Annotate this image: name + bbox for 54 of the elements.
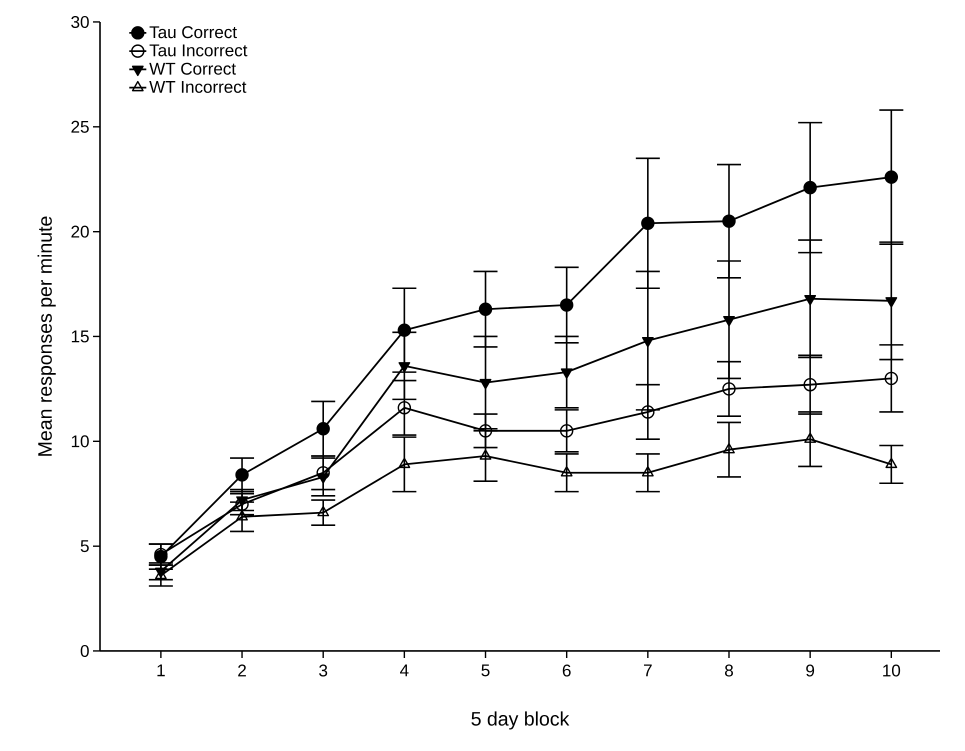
point	[804, 432, 816, 443]
point	[316, 466, 330, 480]
point	[235, 468, 249, 482]
point	[723, 316, 735, 326]
point	[560, 466, 573, 476]
y-tick-label: 10	[72, 435, 89, 448]
point	[398, 401, 412, 414]
point	[722, 382, 736, 396]
point	[480, 449, 492, 460]
legend-label: Tau Correct	[150, 26, 237, 38]
legend-label: Tau Incorrect	[150, 44, 248, 56]
point	[642, 336, 654, 348]
point	[398, 323, 412, 337]
point	[723, 443, 735, 454]
y-tick-label: 20	[71, 226, 89, 238]
point	[803, 180, 817, 194]
x-tick-label: 7	[644, 664, 652, 676]
y-axis-title: Mean responses per minute	[38, 216, 56, 456]
x-tick-label: 2	[238, 664, 246, 676]
x-tick-label: 9	[806, 664, 814, 677]
y-tick-label: 30	[71, 16, 89, 28]
x-tick-label: 1	[157, 664, 165, 676]
point	[560, 298, 574, 312]
point	[641, 405, 655, 419]
point	[560, 424, 574, 438]
point	[804, 295, 816, 306]
x-tick-label: 3	[319, 664, 328, 677]
legend-label: WT Correct	[149, 62, 236, 75]
x-tick-label: 6	[562, 664, 571, 677]
point	[885, 297, 898, 308]
y-tick-label: 15	[72, 330, 89, 342]
x-axis-title: 5 day block	[471, 711, 570, 730]
point	[478, 302, 492, 316]
point	[316, 422, 330, 436]
point	[884, 372, 898, 386]
x-tick-label: 5	[481, 664, 490, 676]
point	[884, 170, 898, 184]
point	[235, 498, 249, 511]
point	[478, 424, 492, 438]
y-tick-label: 0	[80, 644, 89, 658]
point	[803, 378, 817, 392]
point	[317, 506, 330, 516]
x-tick-label: 8	[725, 664, 733, 677]
point	[642, 466, 654, 476]
point	[398, 458, 410, 468]
y-tick-label: 25	[71, 120, 89, 133]
point	[722, 214, 736, 228]
x-tick-label: 10	[883, 664, 900, 677]
legend-label: WT Incorrect	[149, 81, 246, 93]
x-tick-label: 4	[400, 664, 409, 676]
point	[885, 458, 898, 468]
point	[641, 216, 655, 230]
point	[236, 510, 248, 520]
y-tick-label: 5	[80, 540, 89, 552]
